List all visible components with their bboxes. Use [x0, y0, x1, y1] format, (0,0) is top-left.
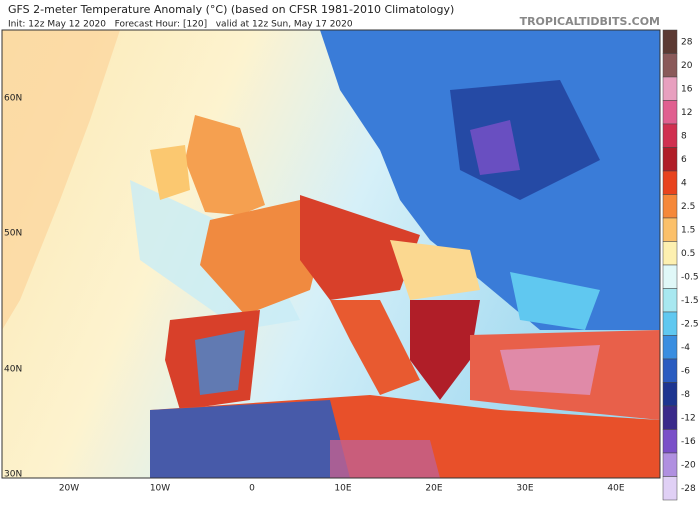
colorbar-box — [662, 217, 678, 242]
colorbar-box — [662, 29, 678, 54]
ireland — [150, 145, 190, 200]
colorbar-label: 12 — [681, 108, 692, 118]
lat-label: 40N — [4, 365, 22, 375]
colorbar-box — [662, 452, 678, 477]
colorbar-label: -4 — [681, 343, 690, 353]
colorbar-box — [662, 382, 678, 407]
colorbar-box — [662, 170, 678, 195]
colorbar-box — [662, 53, 678, 78]
france — [200, 200, 320, 315]
colorbar-box — [662, 123, 678, 148]
colorbar-box — [662, 241, 678, 266]
colorbar-label: 20 — [681, 61, 693, 71]
map-frame — [1, 29, 661, 479]
colorbar-box — [662, 100, 678, 125]
colorbar-box — [662, 358, 678, 383]
colorbar-box — [662, 429, 678, 454]
lon-label: 20E — [425, 484, 442, 494]
lon-label: 10E — [334, 484, 351, 494]
maghreb-cool — [150, 400, 350, 478]
colorbar-label: 28 — [681, 37, 693, 47]
colorbar-label: 1.5 — [681, 225, 695, 235]
map — [1, 29, 661, 479]
colorbar-box — [662, 405, 678, 430]
colorbar-box — [662, 76, 678, 101]
colorbar-label: -2.5 — [681, 319, 699, 329]
colorbar-box — [662, 476, 678, 501]
lat-label: 50N — [4, 229, 22, 239]
colorbar-box — [662, 311, 678, 336]
colorbar-label: 8 — [681, 131, 687, 141]
colorbar-box — [662, 335, 678, 360]
colorbar-label: 2.5 — [681, 202, 695, 212]
colorbar-box — [662, 288, 678, 313]
greece — [410, 300, 480, 400]
colorbar-label: 6 — [681, 155, 687, 165]
run-info: Init: 12z May 12 2020 Forecast Hour: [12… — [8, 20, 353, 30]
colorbar-label: -1.5 — [681, 296, 699, 306]
lon-label: 0 — [249, 484, 255, 494]
colorbar-box — [662, 264, 678, 289]
black-sea — [510, 272, 600, 330]
atlantic-warm — [2, 30, 120, 330]
colorbar-label: -28 — [681, 484, 696, 494]
colorbar-label: -8 — [681, 390, 690, 400]
colorbar-label: 0.5 — [681, 249, 695, 259]
colorbar-box — [662, 147, 678, 172]
central-europe — [300, 195, 420, 300]
balkans-north — [390, 240, 480, 300]
iberia-cool — [195, 330, 245, 395]
colorbar-label: -12 — [681, 413, 696, 423]
lon-label: 20W — [59, 484, 79, 494]
colorbar-label: -0.5 — [681, 272, 699, 282]
lon-label: 40E — [607, 484, 624, 494]
colorbar-label: -20 — [681, 460, 696, 470]
anatolia-hot — [500, 345, 600, 395]
lat-label: 30N — [4, 470, 22, 480]
colorbar-label: 16 — [681, 84, 693, 94]
sahara-hot — [330, 440, 440, 478]
colorbar-label: 4 — [681, 178, 687, 188]
lon-label: 30E — [516, 484, 533, 494]
italy — [330, 300, 420, 395]
cold-spot — [470, 120, 520, 175]
colorbar-label: -16 — [681, 437, 696, 447]
lat-label: 60N — [4, 94, 22, 104]
colorbar-label: -6 — [681, 366, 690, 376]
title: GFS 2-meter Temperature Anomaly (°C) (ba… — [8, 3, 454, 16]
lon-label: 10W — [150, 484, 170, 494]
source: TROPICALTIDBITS.COM — [520, 15, 660, 28]
colorbar-box — [662, 194, 678, 219]
britain — [185, 115, 265, 215]
